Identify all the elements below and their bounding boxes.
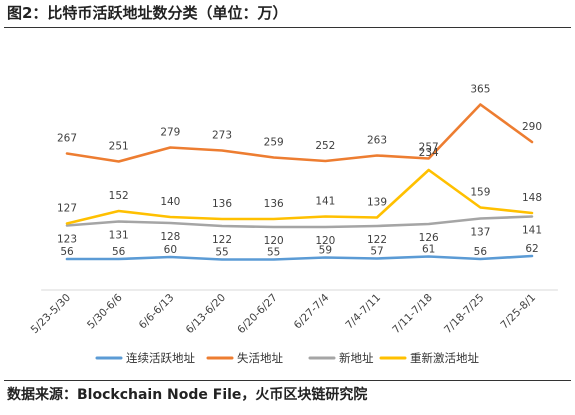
- data-label: 131: [109, 230, 129, 242]
- data-label: 290: [522, 121, 542, 133]
- data-label: 61: [422, 244, 435, 256]
- data-label: 140: [160, 196, 180, 208]
- data-label: 365: [470, 84, 490, 96]
- x-tick-label: 6/20-6/27: [235, 292, 280, 337]
- data-label: 120: [315, 235, 335, 247]
- legend-label: 连续活跃地址: [126, 351, 195, 365]
- legend-label: 失活地址: [237, 351, 283, 365]
- data-label: 137: [470, 227, 490, 239]
- data-label: 141: [522, 225, 542, 237]
- data-label: 273: [212, 130, 232, 142]
- bottom-rule: [4, 380, 571, 381]
- figure-title: 图2：比特币活跃地址数分类（单位：万）: [7, 4, 288, 22]
- x-tick-label: 7/11-7/18: [390, 292, 435, 337]
- data-label: 120: [264, 235, 284, 247]
- x-tick-labels: 5/23-5/30 5/30-6/6 6/6-6/13 6/13-6/20 6/20-6…: [29, 291, 539, 336]
- data-label: 123: [57, 234, 77, 246]
- data-label: 152: [109, 190, 129, 202]
- x-tick-label: 5/23-5/30: [29, 292, 74, 337]
- data-label: 136: [212, 198, 232, 210]
- data-label: 252: [315, 140, 335, 152]
- data-label: 259: [264, 137, 284, 149]
- data-label: 59: [319, 245, 332, 257]
- data-label: 122: [212, 234, 232, 246]
- data-label: 56: [60, 246, 74, 258]
- data-label: 263: [367, 135, 387, 147]
- data-label: 251: [109, 141, 129, 153]
- data-label: 56: [474, 246, 488, 258]
- data-label: 57: [370, 246, 383, 258]
- series-line-1: [65, 103, 534, 163]
- source-note: 数据来源：Blockchain Node File，火币区块链研究院: [7, 387, 368, 403]
- legend: 连续活跃地址 失活地址 新地址 重新激活地址: [95, 351, 479, 365]
- data-label: 267: [57, 133, 77, 145]
- data-label: 127: [57, 203, 77, 215]
- x-tick-label: 6/6-6/13: [137, 292, 177, 332]
- x-tick-label: 7/25-8/1: [498, 292, 538, 332]
- data-label: 122: [367, 234, 387, 246]
- data-labels: 56 56 60 55 55 59 57 61 56 62 267 251 279 273 259 252 26…: [57, 84, 542, 259]
- legend-label: 新地址: [339, 351, 374, 365]
- legend-label: 重新激活地址: [410, 351, 479, 365]
- data-label: 139: [367, 197, 387, 209]
- data-label: 148: [522, 192, 542, 204]
- data-label: 55: [215, 247, 228, 259]
- data-label: 159: [470, 187, 490, 199]
- series-lines: [65, 103, 534, 261]
- data-label: 136: [264, 198, 284, 210]
- data-label: 279: [160, 127, 180, 139]
- line-chart: 56 56 60 55 55 59 57 61 56 62 267 251 279 273 259 252 26…: [29, 84, 558, 365]
- data-label: 128: [160, 231, 180, 243]
- data-label: 141: [315, 196, 335, 208]
- data-label: 56: [112, 246, 126, 258]
- series-line-0: [65, 254, 534, 261]
- x-tick-label: 5/30-6/6: [85, 291, 125, 331]
- x-tick-label: 7/18-7/25: [442, 292, 487, 337]
- data-label: 60: [164, 244, 177, 256]
- data-label: 62: [525, 243, 538, 255]
- top-rule: [4, 27, 571, 28]
- data-label: 234: [419, 147, 439, 159]
- data-label: 257: [419, 142, 439, 154]
- data-label: 55: [267, 247, 280, 259]
- x-tick-label: 6/13-6/20: [184, 292, 229, 337]
- data-label: 126: [419, 232, 439, 244]
- x-tick-label: 6/27-7/4: [292, 291, 332, 331]
- series-line-2: [65, 215, 534, 229]
- x-tick-label: 7/4-7/11: [343, 292, 383, 332]
- series-line-3: [65, 168, 534, 225]
